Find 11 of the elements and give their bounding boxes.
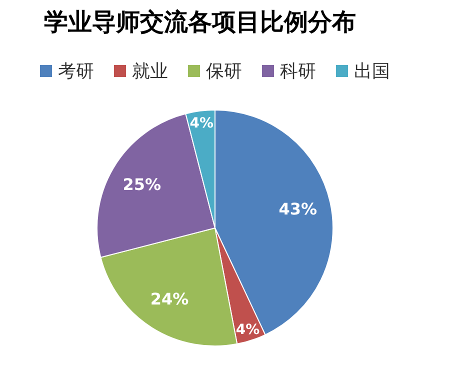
legend-label: 出国: [354, 61, 390, 82]
data-label: 4%: [236, 322, 260, 338]
legend-label: 考研: [58, 61, 94, 82]
data-label: 25%: [122, 174, 162, 194]
data-label: 43%: [278, 199, 318, 218]
legend-label: 保研: [206, 61, 242, 82]
data-label: 24%: [150, 290, 189, 309]
data-label: 4%: [190, 116, 214, 132]
legend-label: 就业: [132, 61, 168, 82]
legend-label: 科研: [280, 61, 316, 82]
chart-title: 学业导师交流各项目比例分布: [44, 9, 356, 36]
